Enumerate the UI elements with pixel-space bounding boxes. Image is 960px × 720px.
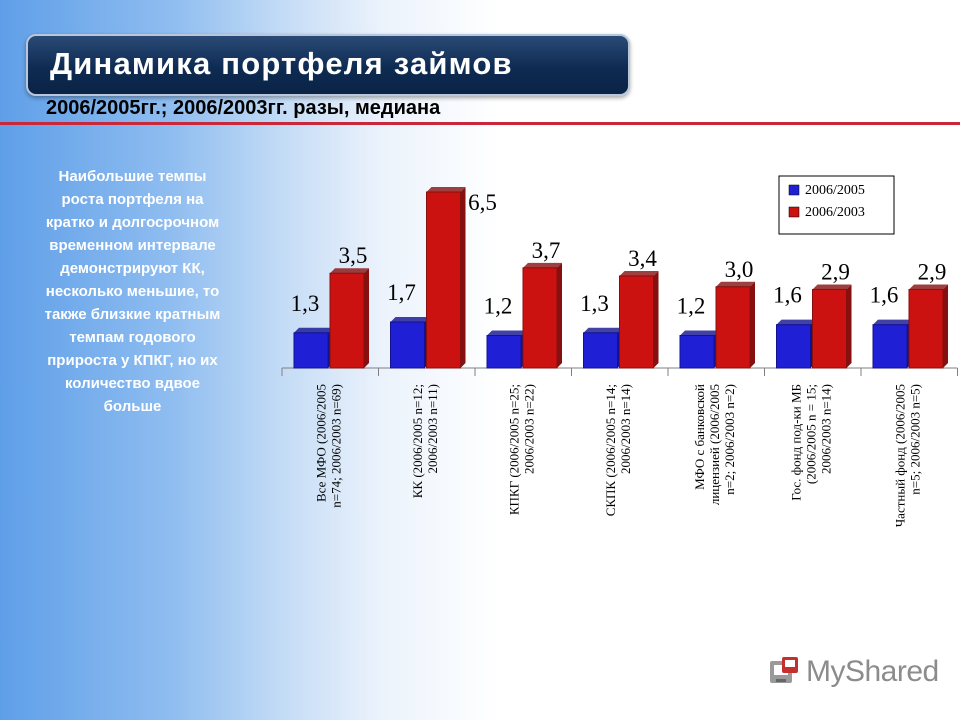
bar-top — [812, 284, 852, 290]
bar-top — [680, 330, 719, 336]
bar — [329, 272, 365, 369]
legend-label: 2006/2005 — [805, 183, 865, 198]
bar — [390, 321, 425, 369]
category-label: КК (2006/2005 n=12; — [410, 384, 425, 498]
category-label: (2006/2005 n = 15; — [804, 384, 819, 484]
category-label: 2006/2003 n=11) — [425, 384, 440, 474]
bar — [293, 332, 329, 369]
commentary-text: Наибольшие темпы роста портфеля на кратк… — [44, 168, 221, 415]
page-title: Динамика портфеля займов — [50, 46, 513, 81]
data-label: 1,6 — [870, 283, 899, 308]
category-label: КПКГ (2006/2005 n=25; — [507, 384, 522, 515]
data-label: 3,7 — [532, 238, 561, 263]
myshared-logo: MyShared — [768, 655, 939, 689]
accent-line — [0, 122, 960, 125]
bar-side — [460, 187, 466, 368]
bar-top — [716, 281, 755, 287]
category-label: МФО с банковской — [692, 384, 707, 490]
category-label: 2006/2003 n=14) — [819, 384, 834, 474]
data-label: 2,9 — [821, 259, 850, 284]
bar — [426, 191, 461, 369]
category-label: 2006/2003 n=22) — [522, 384, 537, 474]
bar-top — [523, 262, 562, 268]
category-label: Частный фонд (2006/2005 — [893, 384, 908, 527]
bar — [522, 267, 558, 369]
data-label: 3,4 — [628, 246, 657, 271]
bar — [486, 335, 522, 369]
myshared-logo-icon — [770, 657, 798, 683]
bar-top — [294, 327, 333, 333]
bar — [715, 286, 751, 369]
bar-top — [426, 187, 466, 192]
data-label: 2,9 — [918, 259, 947, 284]
bar-side — [943, 284, 948, 368]
page-subtitle: 2006/2005гг.; 2006/2003гг. разы, медиана — [46, 97, 441, 119]
category-label: СКПК (2006/2005 n=14; — [603, 384, 618, 516]
bar-top — [776, 319, 816, 325]
bar-top — [873, 319, 912, 325]
bar-side — [557, 262, 562, 368]
logo-text: MyShared — [806, 655, 939, 688]
bar-top — [583, 327, 623, 333]
data-label: 1,3 — [580, 291, 609, 316]
data-label: 1,2 — [677, 294, 706, 319]
bar — [776, 324, 811, 369]
data-label: 3,5 — [339, 243, 368, 268]
bar-top — [390, 316, 430, 322]
category-label: n=74; 2006/2003 n=69) — [329, 384, 344, 508]
data-label: 3,0 — [725, 257, 754, 282]
bar — [872, 324, 908, 369]
bar-top — [619, 270, 659, 276]
data-label: 1,2 — [484, 294, 513, 319]
legend-label: 2006/2003 — [805, 205, 865, 220]
category-label: Все МФО (2006/2005 — [314, 384, 329, 502]
bar — [679, 335, 715, 369]
legend-swatch — [788, 184, 800, 196]
bar-side — [750, 281, 755, 368]
bar-top — [487, 330, 526, 336]
bar-side — [846, 284, 852, 368]
bar — [619, 275, 654, 369]
category-label: n=2; 2006/2003 n=2) — [722, 384, 737, 495]
category-label: 2006/2003 n=14) — [618, 384, 633, 474]
data-label: 1,3 — [291, 291, 320, 316]
category-label: n=5; 2006/2003 n=5) — [908, 384, 923, 495]
bar-top — [330, 268, 369, 274]
category-label: Гос. фонд под-ки МБ — [789, 384, 804, 501]
bar — [908, 288, 944, 369]
category-label: лицензией (2006/2005 — [707, 384, 722, 505]
title-bar: Динамика портфеля займов — [26, 34, 630, 96]
bar-side — [653, 270, 659, 368]
bar-side — [364, 268, 369, 368]
legend-swatch — [788, 206, 800, 218]
data-label: 1,7 — [387, 280, 416, 305]
data-label: 1,6 — [773, 283, 802, 308]
bar-top — [909, 284, 948, 290]
bar — [583, 332, 618, 369]
data-label: 6,5 — [468, 190, 497, 215]
bar — [812, 288, 847, 369]
